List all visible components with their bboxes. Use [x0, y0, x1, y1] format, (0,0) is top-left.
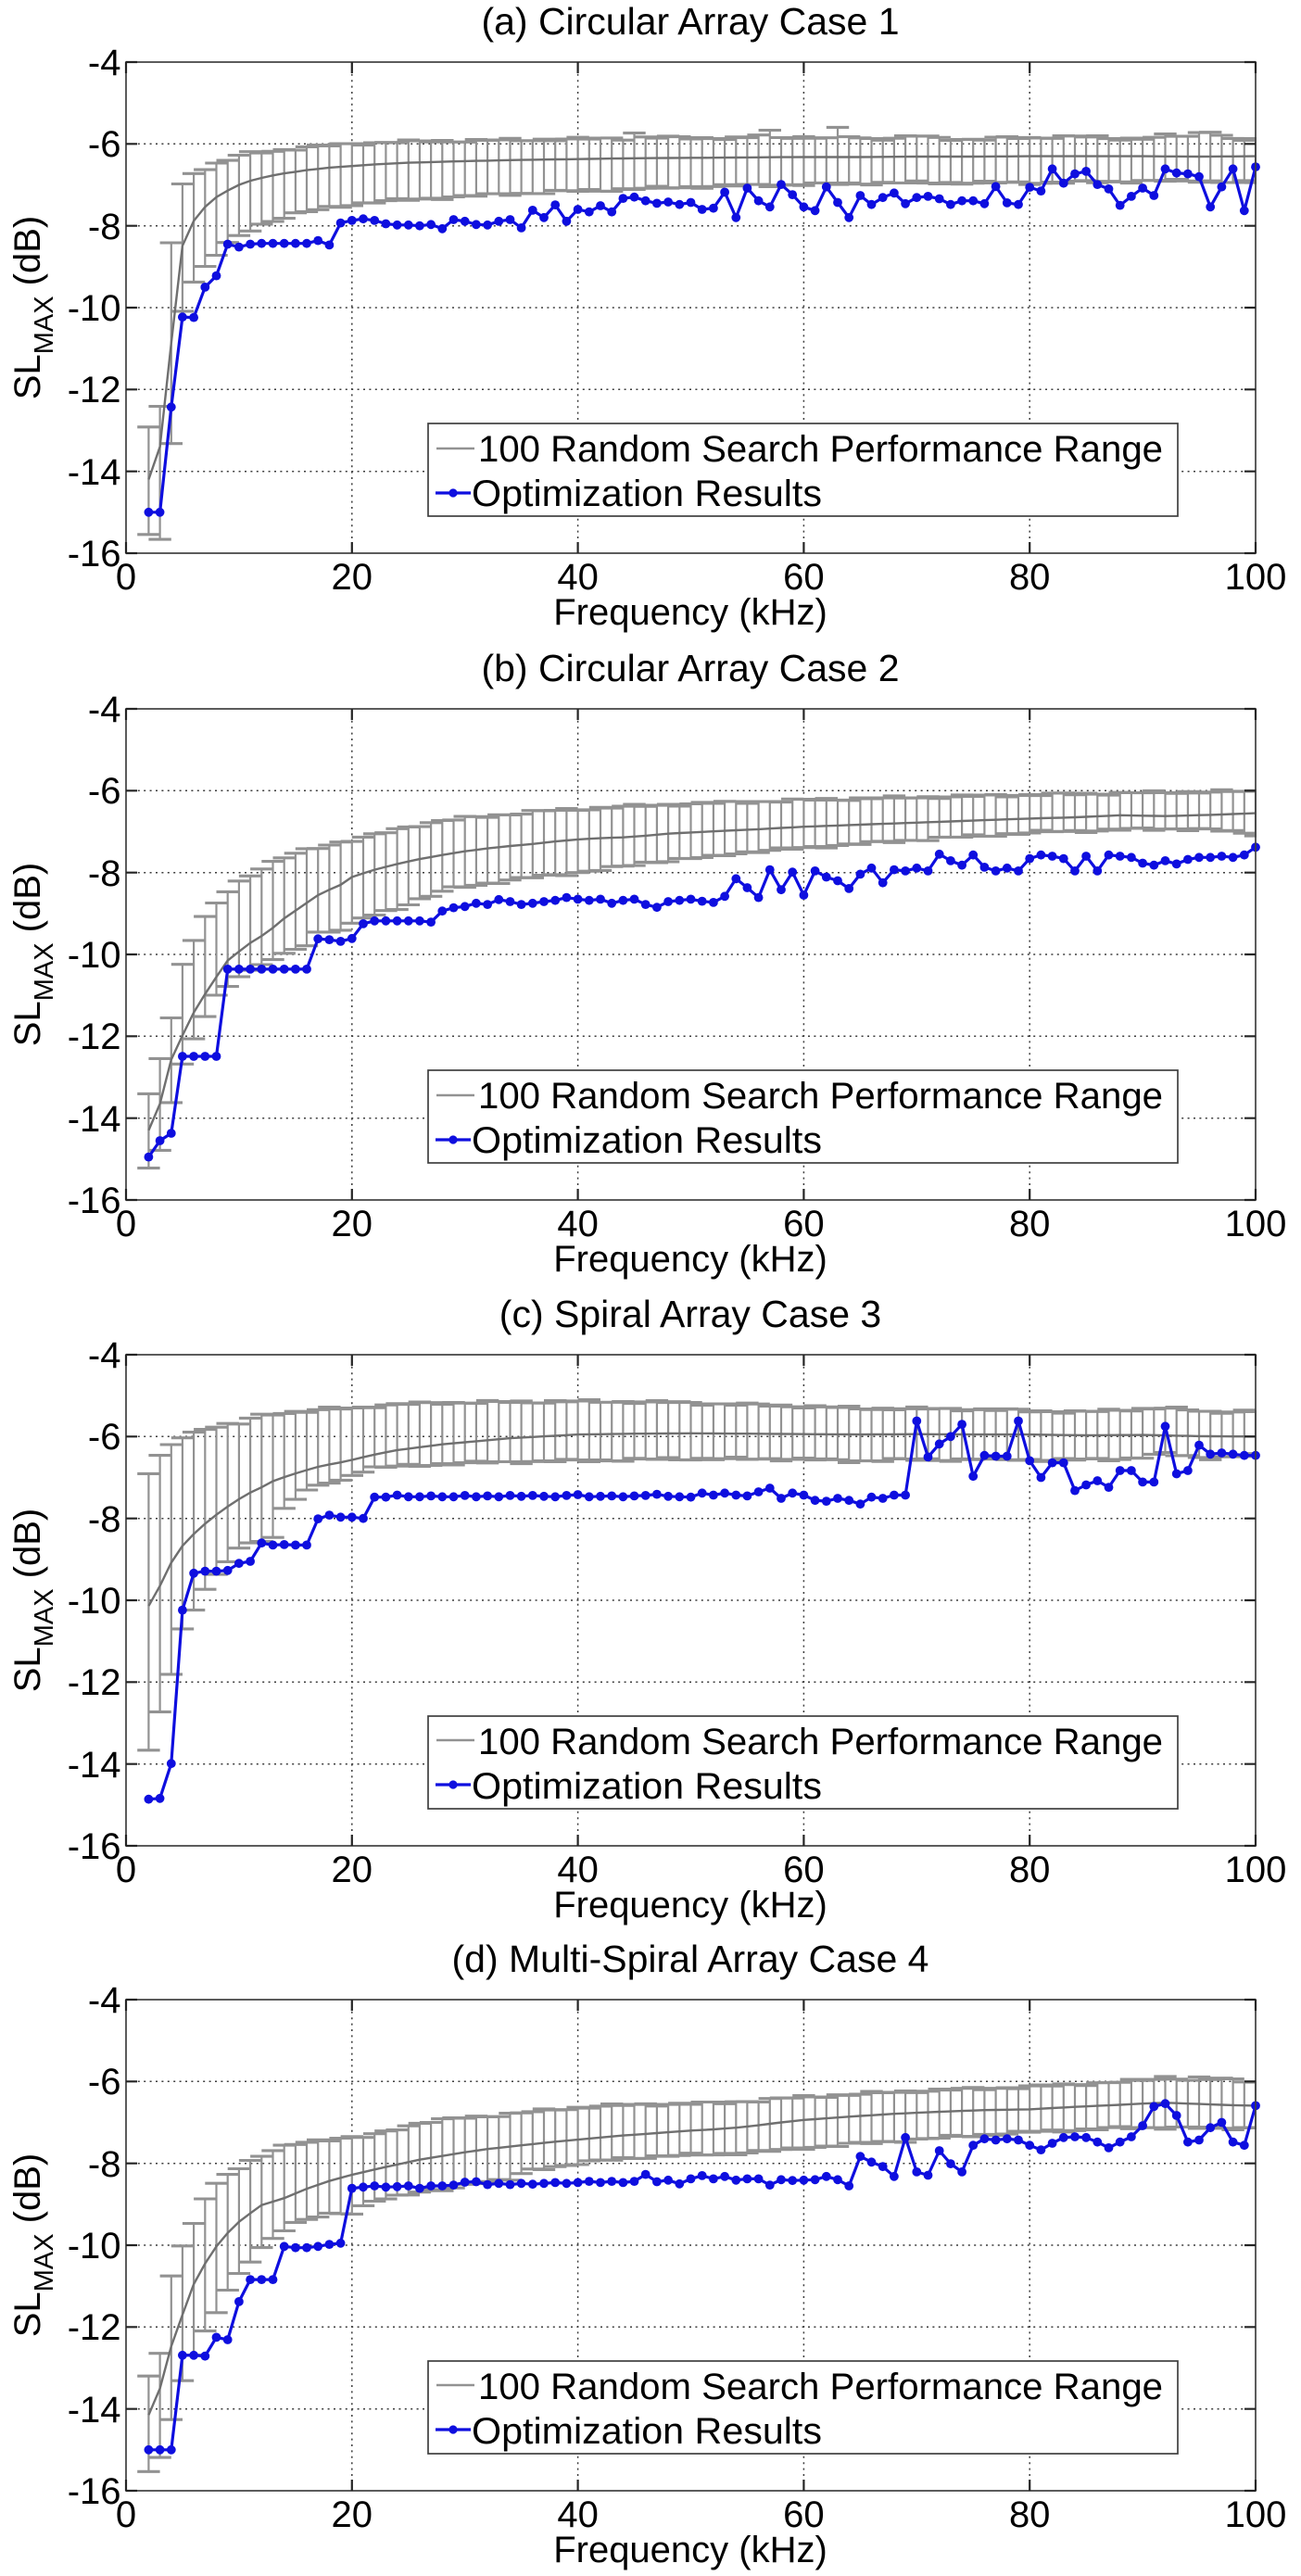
svg-text:-14: -14 [68, 1099, 121, 1140]
svg-text:-6: -6 [88, 2062, 121, 2102]
svg-text:Optimization Results: Optimization Results [472, 474, 822, 514]
svg-text:100: 100 [1225, 2494, 1287, 2535]
svg-text:-14: -14 [68, 1745, 121, 1786]
svg-text:0: 0 [116, 1204, 136, 1244]
svg-text:60: 60 [783, 1204, 825, 1244]
svg-text:Optimization Results: Optimization Results [472, 2411, 822, 2452]
svg-text:0: 0 [116, 2494, 136, 2535]
svg-text:-16: -16 [68, 534, 121, 575]
svg-text:-6: -6 [88, 771, 121, 812]
svg-text:(c) Spiral Array Case 3: (c) Spiral Array Case 3 [499, 1293, 881, 1335]
svg-text:-4: -4 [88, 689, 121, 730]
svg-text:(b) Circular Array Case 2: (b) Circular Array Case 2 [481, 647, 899, 689]
svg-text:20: 20 [332, 1850, 373, 1890]
svg-text:-12: -12 [68, 2307, 121, 2348]
svg-text:100 Random Search Performance: 100 Random Search Performance Range [478, 1076, 1163, 1117]
svg-text:20: 20 [332, 2494, 373, 2535]
svg-text:-12: -12 [68, 370, 121, 410]
svg-text:40: 40 [557, 1204, 599, 1244]
svg-text:(d) Multi-Spiral Array Case 4: (d) Multi-Spiral Array Case 4 [452, 1938, 929, 1980]
svg-text:-16: -16 [68, 1181, 121, 1221]
svg-text:-10: -10 [68, 935, 121, 976]
svg-text:-4: -4 [88, 43, 121, 83]
svg-text:100: 100 [1225, 557, 1287, 598]
svg-text:20: 20 [332, 557, 373, 598]
svg-text:100: 100 [1225, 1204, 1287, 1244]
svg-text:-8: -8 [88, 853, 121, 894]
svg-text:(a) Circular Array Case 1: (a) Circular Array Case 1 [481, 0, 899, 43]
svg-text:-10: -10 [68, 288, 121, 329]
svg-text:-10: -10 [68, 2226, 121, 2267]
svg-text:-12: -12 [68, 1662, 121, 1703]
svg-text:40: 40 [557, 2494, 599, 2535]
svg-text:-14: -14 [68, 452, 121, 493]
svg-text:-12: -12 [68, 1017, 121, 1057]
svg-text:80: 80 [1009, 1850, 1051, 1890]
svg-text:Frequency (kHz): Frequency (kHz) [553, 2530, 827, 2570]
svg-text:-8: -8 [88, 207, 121, 247]
svg-text:20: 20 [332, 1204, 373, 1244]
svg-text:-6: -6 [88, 124, 121, 165]
svg-text:100 Random Search Performance: 100 Random Search Performance Range [478, 1722, 1163, 1762]
svg-text:Frequency (kHz): Frequency (kHz) [553, 1885, 827, 1926]
svg-text:100: 100 [1225, 1850, 1287, 1890]
svg-text:0: 0 [116, 557, 136, 598]
svg-text:-4: -4 [88, 1980, 121, 2021]
svg-text:60: 60 [783, 557, 825, 598]
svg-text:0: 0 [116, 1850, 136, 1890]
svg-text:60: 60 [783, 2494, 825, 2535]
svg-text:-16: -16 [68, 2471, 121, 2512]
svg-text:Frequency (kHz): Frequency (kHz) [553, 592, 827, 633]
svg-text:Optimization Results: Optimization Results [472, 1766, 822, 1807]
svg-text:-6: -6 [88, 1417, 121, 1458]
svg-text:-16: -16 [68, 1826, 121, 1867]
svg-text:80: 80 [1009, 557, 1051, 598]
svg-text:100 Random Search Performance: 100 Random Search Performance Range [478, 429, 1163, 470]
svg-text:40: 40 [557, 1850, 599, 1890]
svg-text:Optimization Results: Optimization Results [472, 1120, 822, 1161]
svg-text:-14: -14 [68, 2390, 121, 2431]
svg-text:-8: -8 [88, 1499, 121, 1540]
svg-text:100 Random Search Performance: 100 Random Search Performance Range [478, 2367, 1163, 2407]
svg-text:40: 40 [557, 557, 599, 598]
svg-text:-4: -4 [88, 1335, 121, 1376]
svg-text:80: 80 [1009, 1204, 1051, 1244]
svg-text:Frequency (kHz): Frequency (kHz) [553, 1239, 827, 1280]
svg-text:60: 60 [783, 1850, 825, 1890]
svg-text:-8: -8 [88, 2144, 121, 2185]
svg-text:80: 80 [1009, 2494, 1051, 2535]
svg-text:-10: -10 [68, 1581, 121, 1622]
